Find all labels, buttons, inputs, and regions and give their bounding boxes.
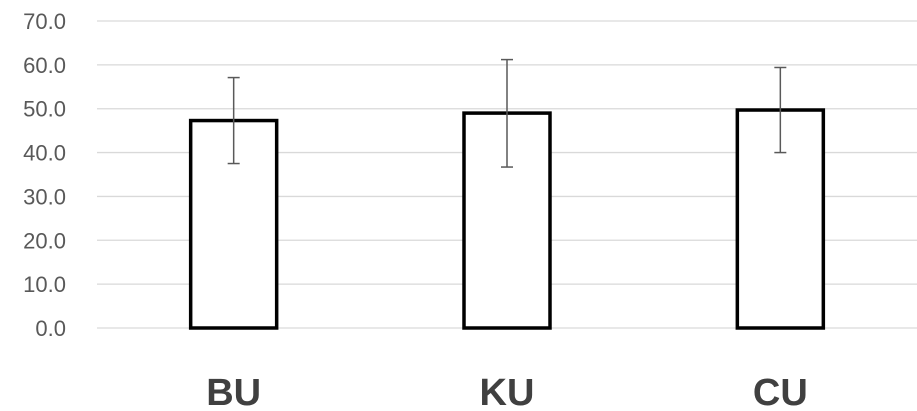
y-tick-label: 0.0 [35, 316, 66, 341]
y-tick-label: 10.0 [23, 272, 66, 297]
y-tick-label: 30.0 [23, 184, 66, 209]
error-bar-cu [774, 66, 787, 154]
y-tick-label: 60.0 [23, 53, 66, 78]
category-label-ku: KU [480, 372, 535, 411]
x-axis-categories: BU KU CU [206, 372, 808, 411]
category-label-bu: BU [206, 372, 261, 411]
y-axis-ticks: 0.0 10.0 20.0 30.0 40.0 50.0 60.0 70.0 [23, 9, 66, 341]
error-bar-bu [227, 76, 240, 165]
y-tick-label: 40.0 [23, 141, 66, 166]
category-label-cu: CU [753, 372, 808, 411]
error-bar-ku [501, 58, 513, 168]
error-bars [227, 58, 787, 168]
y-tick-label: 70.0 [23, 9, 66, 34]
y-tick-label: 50.0 [23, 97, 66, 122]
y-tick-label: 20.0 [23, 228, 66, 253]
